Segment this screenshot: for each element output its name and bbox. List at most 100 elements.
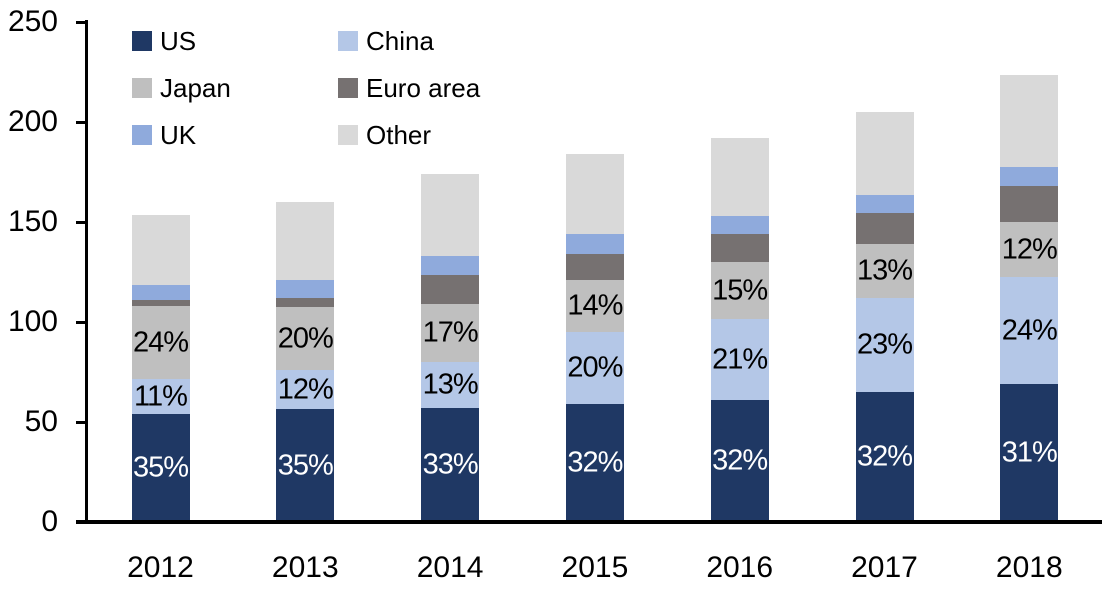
legend-item-us: US <box>132 26 338 56</box>
data-label-japan-2017: 13% <box>856 254 913 287</box>
legend-item-uk: UK <box>132 120 338 150</box>
bar-segment-japan-2015 <box>565 280 624 332</box>
x-axis-category-label: 2014 <box>416 551 484 584</box>
data-label-japan-2013: 20% <box>277 322 334 354</box>
bar-segment-euro-area-2015 <box>565 254 624 280</box>
legend-label: Euro area <box>366 73 481 103</box>
bar-segment-other-2016 <box>710 138 769 216</box>
data-label-us-2016: 32% <box>712 444 768 477</box>
legend-swatch-china <box>338 31 358 51</box>
bar-segment-us-2012 <box>131 414 190 522</box>
x-axis-category-label: 2012 <box>127 551 194 584</box>
data-label-japan-2016: 15% <box>712 274 768 306</box>
x-axis-category-label: 2015 <box>561 551 629 584</box>
bar-segment-uk-2016 <box>710 216 769 234</box>
bar-segment-china-2017 <box>855 298 914 392</box>
bar-segment-china-2013 <box>276 370 335 409</box>
bar-segment-euro-area-2016 <box>710 234 769 262</box>
legend-swatch-japan <box>132 78 152 98</box>
bar-segment-other-2013 <box>276 202 335 280</box>
legend-swatch-other <box>338 125 358 145</box>
legend-item-euro-area: Euro area <box>338 73 481 103</box>
data-label-us-2017: 32% <box>856 440 913 473</box>
bar-segment-uk-2013 <box>276 280 335 298</box>
legend-label: China <box>366 26 434 56</box>
x-axis-line <box>76 520 1102 524</box>
legend-item-other: Other <box>338 120 480 150</box>
bar-segment-other-2014 <box>421 174 480 256</box>
bar-segment-china-2015 <box>565 332 624 404</box>
data-label-japan-2012: 24% <box>132 326 189 358</box>
data-label-us-2012: 35% <box>132 451 189 484</box>
data-label-china-2017: 23% <box>856 328 913 361</box>
data-label-japan-2018: 12% <box>1001 233 1058 265</box>
bar-segment-us-2016 <box>710 400 769 522</box>
legend-label: Japan <box>160 73 231 103</box>
bar-segment-us-2014 <box>421 408 480 522</box>
bar-segment-other-2012 <box>131 215 190 285</box>
y-axis-tick-mark <box>76 121 88 124</box>
y-axis-tick-label: 100 <box>7 305 58 338</box>
bar-segment-euro-area-2014 <box>421 275 480 304</box>
data-label-china-2018: 24% <box>1001 314 1058 346</box>
legend-swatch-euro-area <box>338 78 358 98</box>
bar-segment-uk-2017 <box>855 195 914 213</box>
bar-segment-japan-2018 <box>1000 222 1059 277</box>
bar-segment-other-2018 <box>1000 75 1059 167</box>
bar-segment-japan-2016 <box>710 262 769 319</box>
bar-segment-euro-area-2013 <box>276 298 335 307</box>
bar-segment-china-2018 <box>1000 277 1059 384</box>
data-label-us-2014: 33% <box>422 448 479 481</box>
bar-segment-japan-2013 <box>276 307 335 370</box>
x-axis-category-label: 2016 <box>706 551 774 584</box>
bar-segment-us-2015 <box>565 404 624 522</box>
x-axis-category-label: 2013 <box>271 551 339 584</box>
data-label-china-2016: 21% <box>712 343 768 375</box>
data-label-china-2012: 11% <box>134 380 188 412</box>
legend-item-japan: Japan <box>132 73 338 103</box>
y-axis-tick-mark <box>76 321 88 324</box>
bar-segment-japan-2014 <box>421 304 480 362</box>
bar-segment-euro-area-2017 <box>855 213 914 244</box>
y-axis-tick-label: 250 <box>7 5 58 38</box>
data-label-japan-2014: 17% <box>422 316 479 349</box>
bar-segment-us-2018 <box>1000 384 1059 522</box>
data-label-japan-2015: 14% <box>567 289 623 322</box>
legend-label: US <box>160 26 197 56</box>
legend-swatch-uk <box>132 125 152 145</box>
legend-swatch-us <box>132 31 152 51</box>
y-axis-tick-label: 200 <box>7 105 58 138</box>
bar-segment-japan-2012 <box>131 306 190 379</box>
bar-segment-japan-2017 <box>855 244 914 298</box>
bar-segment-uk-2012 <box>131 285 190 300</box>
y-axis-tick-mark <box>76 21 88 24</box>
y-axis-tick-label: 50 <box>24 405 58 438</box>
x-axis-category-label: 2018 <box>995 551 1063 584</box>
y-axis-tick-mark <box>76 221 88 224</box>
bar-segment-china-2012 <box>131 379 190 414</box>
bar-segment-china-2016 <box>710 319 769 400</box>
bar-segment-euro-area-2018 <box>1000 186 1059 222</box>
y-axis-tick-label: 0 <box>41 505 58 538</box>
legend-label: Other <box>366 120 432 150</box>
chart-legend: US China Japan Euro area UK Other <box>132 26 481 150</box>
bar-segment-euro-area-2012 <box>131 300 190 306</box>
data-label-us-2018: 31% <box>1001 436 1058 469</box>
data-label-us-2013: 35% <box>277 449 334 481</box>
bar-segment-uk-2014 <box>421 256 480 275</box>
y-axis-line <box>85 20 88 524</box>
data-label-china-2014: 13% <box>422 368 479 401</box>
data-label-us-2015: 32% <box>567 446 623 479</box>
bar-segment-uk-2018 <box>1000 167 1059 186</box>
bar-segment-other-2017 <box>855 112 914 195</box>
legend-label: UK <box>160 120 197 150</box>
y-axis-tick-label: 150 <box>7 205 58 238</box>
y-axis-tick-mark <box>76 421 88 424</box>
data-label-china-2015: 20% <box>567 351 623 384</box>
legend-item-china: China <box>338 26 480 56</box>
data-label-china-2013: 12% <box>277 373 334 405</box>
bar-segment-uk-2015 <box>565 234 624 254</box>
bar-segment-china-2014 <box>421 362 480 408</box>
bar-segment-us-2013 <box>276 409 335 522</box>
